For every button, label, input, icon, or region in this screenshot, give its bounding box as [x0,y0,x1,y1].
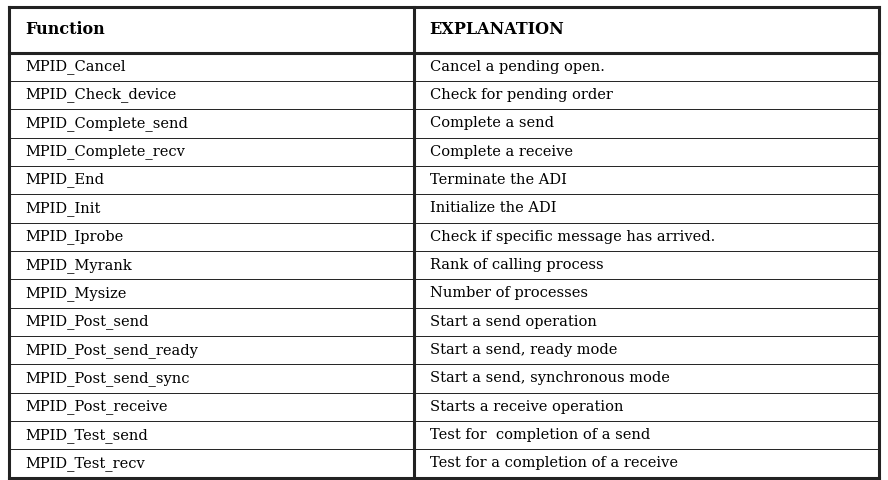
Text: Cancel a pending open.: Cancel a pending open. [430,60,605,74]
Text: Rank of calling process: Rank of calling process [430,258,603,272]
Text: MPID_Test_send: MPID_Test_send [25,428,147,443]
Text: MPID_Cancel: MPID_Cancel [25,59,125,74]
Text: Check if specific message has arrived.: Check if specific message has arrived. [430,230,715,244]
Bar [414,7,879,52]
Bar [9,393,414,421]
Text: Test for a completion of a receive: Test for a completion of a receive [430,456,678,470]
Bar [414,421,879,449]
Bar [414,138,879,166]
Bar [414,223,879,251]
Bar [9,449,414,478]
Text: MPID_Test_recv: MPID_Test_recv [25,456,145,471]
Text: MPID_Complete_send: MPID_Complete_send [25,116,187,131]
Text: MPID_Mysize: MPID_Mysize [25,286,126,301]
Bar [9,138,414,166]
Bar [414,393,879,421]
Text: Complete a send: Complete a send [430,116,553,131]
Text: Start a send, ready mode: Start a send, ready mode [430,343,617,357]
Text: MPID_Complete_recv: MPID_Complete_recv [25,144,185,159]
Text: Terminate the ADI: Terminate the ADI [430,173,567,187]
Text: Initialize the ADI: Initialize the ADI [430,202,556,216]
Bar [414,279,879,308]
Text: Starts a receive operation: Starts a receive operation [430,400,623,414]
Bar [414,81,879,109]
Text: Function: Function [25,22,105,38]
Bar [9,7,414,52]
Bar [9,194,414,223]
Bar [9,308,414,336]
Bar [9,364,414,393]
Text: Test for  completion of a send: Test for completion of a send [430,428,650,442]
Text: EXPLANATION: EXPLANATION [430,22,564,38]
Bar [414,449,879,478]
Text: MPID_Check_device: MPID_Check_device [25,88,176,103]
Bar [414,194,879,223]
Bar [414,251,879,279]
Text: Check for pending order: Check for pending order [430,88,613,102]
Text: Number of processes: Number of processes [430,287,588,300]
Text: Start a send operation: Start a send operation [430,315,597,329]
Text: MPID_Post_receive: MPID_Post_receive [25,399,167,414]
Bar [9,279,414,308]
Bar [9,223,414,251]
Bar [414,336,879,364]
Text: Complete a receive: Complete a receive [430,145,573,159]
Text: MPID_Post_send_ready: MPID_Post_send_ready [25,343,198,358]
Bar [9,336,414,364]
Bar [9,52,414,81]
Bar [9,109,414,138]
Bar [9,421,414,449]
Text: MPID_Myrank: MPID_Myrank [25,258,131,273]
Text: MPID_End: MPID_End [25,173,104,188]
Bar [9,251,414,279]
Bar [414,166,879,194]
Text: Start a send, synchronous mode: Start a send, synchronous mode [430,372,670,385]
Bar [414,308,879,336]
Bar [414,109,879,138]
Bar [9,81,414,109]
Text: MPID_Init: MPID_Init [25,201,100,216]
Text: MPID_Post_send: MPID_Post_send [25,314,148,329]
Bar [414,52,879,81]
Text: MPID_Post_send_sync: MPID_Post_send_sync [25,371,189,386]
Bar [9,166,414,194]
Text: MPID_Iprobe: MPID_Iprobe [25,229,123,244]
Bar [414,364,879,393]
